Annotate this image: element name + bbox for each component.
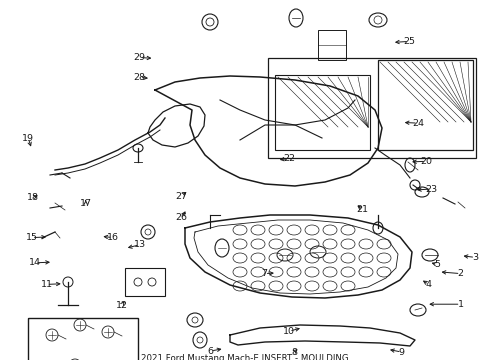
Text: 13: 13: [134, 240, 146, 249]
Text: 21: 21: [357, 205, 368, 214]
Bar: [125, 268, 165, 296]
Text: 15: 15: [26, 233, 38, 242]
Text: 28: 28: [134, 73, 146, 82]
Bar: [318, 30, 346, 60]
Text: 10: 10: [283, 327, 295, 336]
Text: 19: 19: [23, 134, 34, 143]
Bar: [275, 75, 370, 150]
Text: 18: 18: [27, 193, 39, 202]
Text: 29: 29: [134, 53, 146, 62]
Text: 4: 4: [426, 280, 432, 289]
Bar: [28, 318, 138, 360]
Bar: [268, 58, 476, 158]
Text: 25: 25: [403, 37, 415, 46]
Text: 26: 26: [175, 213, 187, 222]
Text: 3: 3: [472, 253, 478, 262]
Text: 5: 5: [435, 260, 441, 269]
Text: 2021 Ford Mustang Mach-E INSERT - MOULDING: 2021 Ford Mustang Mach-E INSERT - MOULDI…: [141, 354, 349, 360]
Text: 12: 12: [116, 301, 127, 310]
Text: 6: 6: [208, 346, 214, 356]
Bar: [378, 60, 473, 150]
Text: 20: 20: [420, 157, 432, 166]
Text: 9: 9: [399, 347, 405, 356]
Text: 8: 8: [291, 347, 297, 356]
Text: 16: 16: [107, 233, 119, 242]
Text: 22: 22: [283, 154, 295, 163]
Text: 24: 24: [412, 119, 424, 128]
Text: 14: 14: [29, 258, 41, 267]
Text: 7: 7: [262, 269, 268, 278]
Text: 11: 11: [41, 280, 52, 289]
Text: 1: 1: [458, 300, 464, 309]
Text: 2: 2: [458, 269, 464, 278]
Text: 17: 17: [80, 199, 92, 208]
Text: 23: 23: [425, 184, 437, 194]
Text: 27: 27: [175, 192, 187, 201]
